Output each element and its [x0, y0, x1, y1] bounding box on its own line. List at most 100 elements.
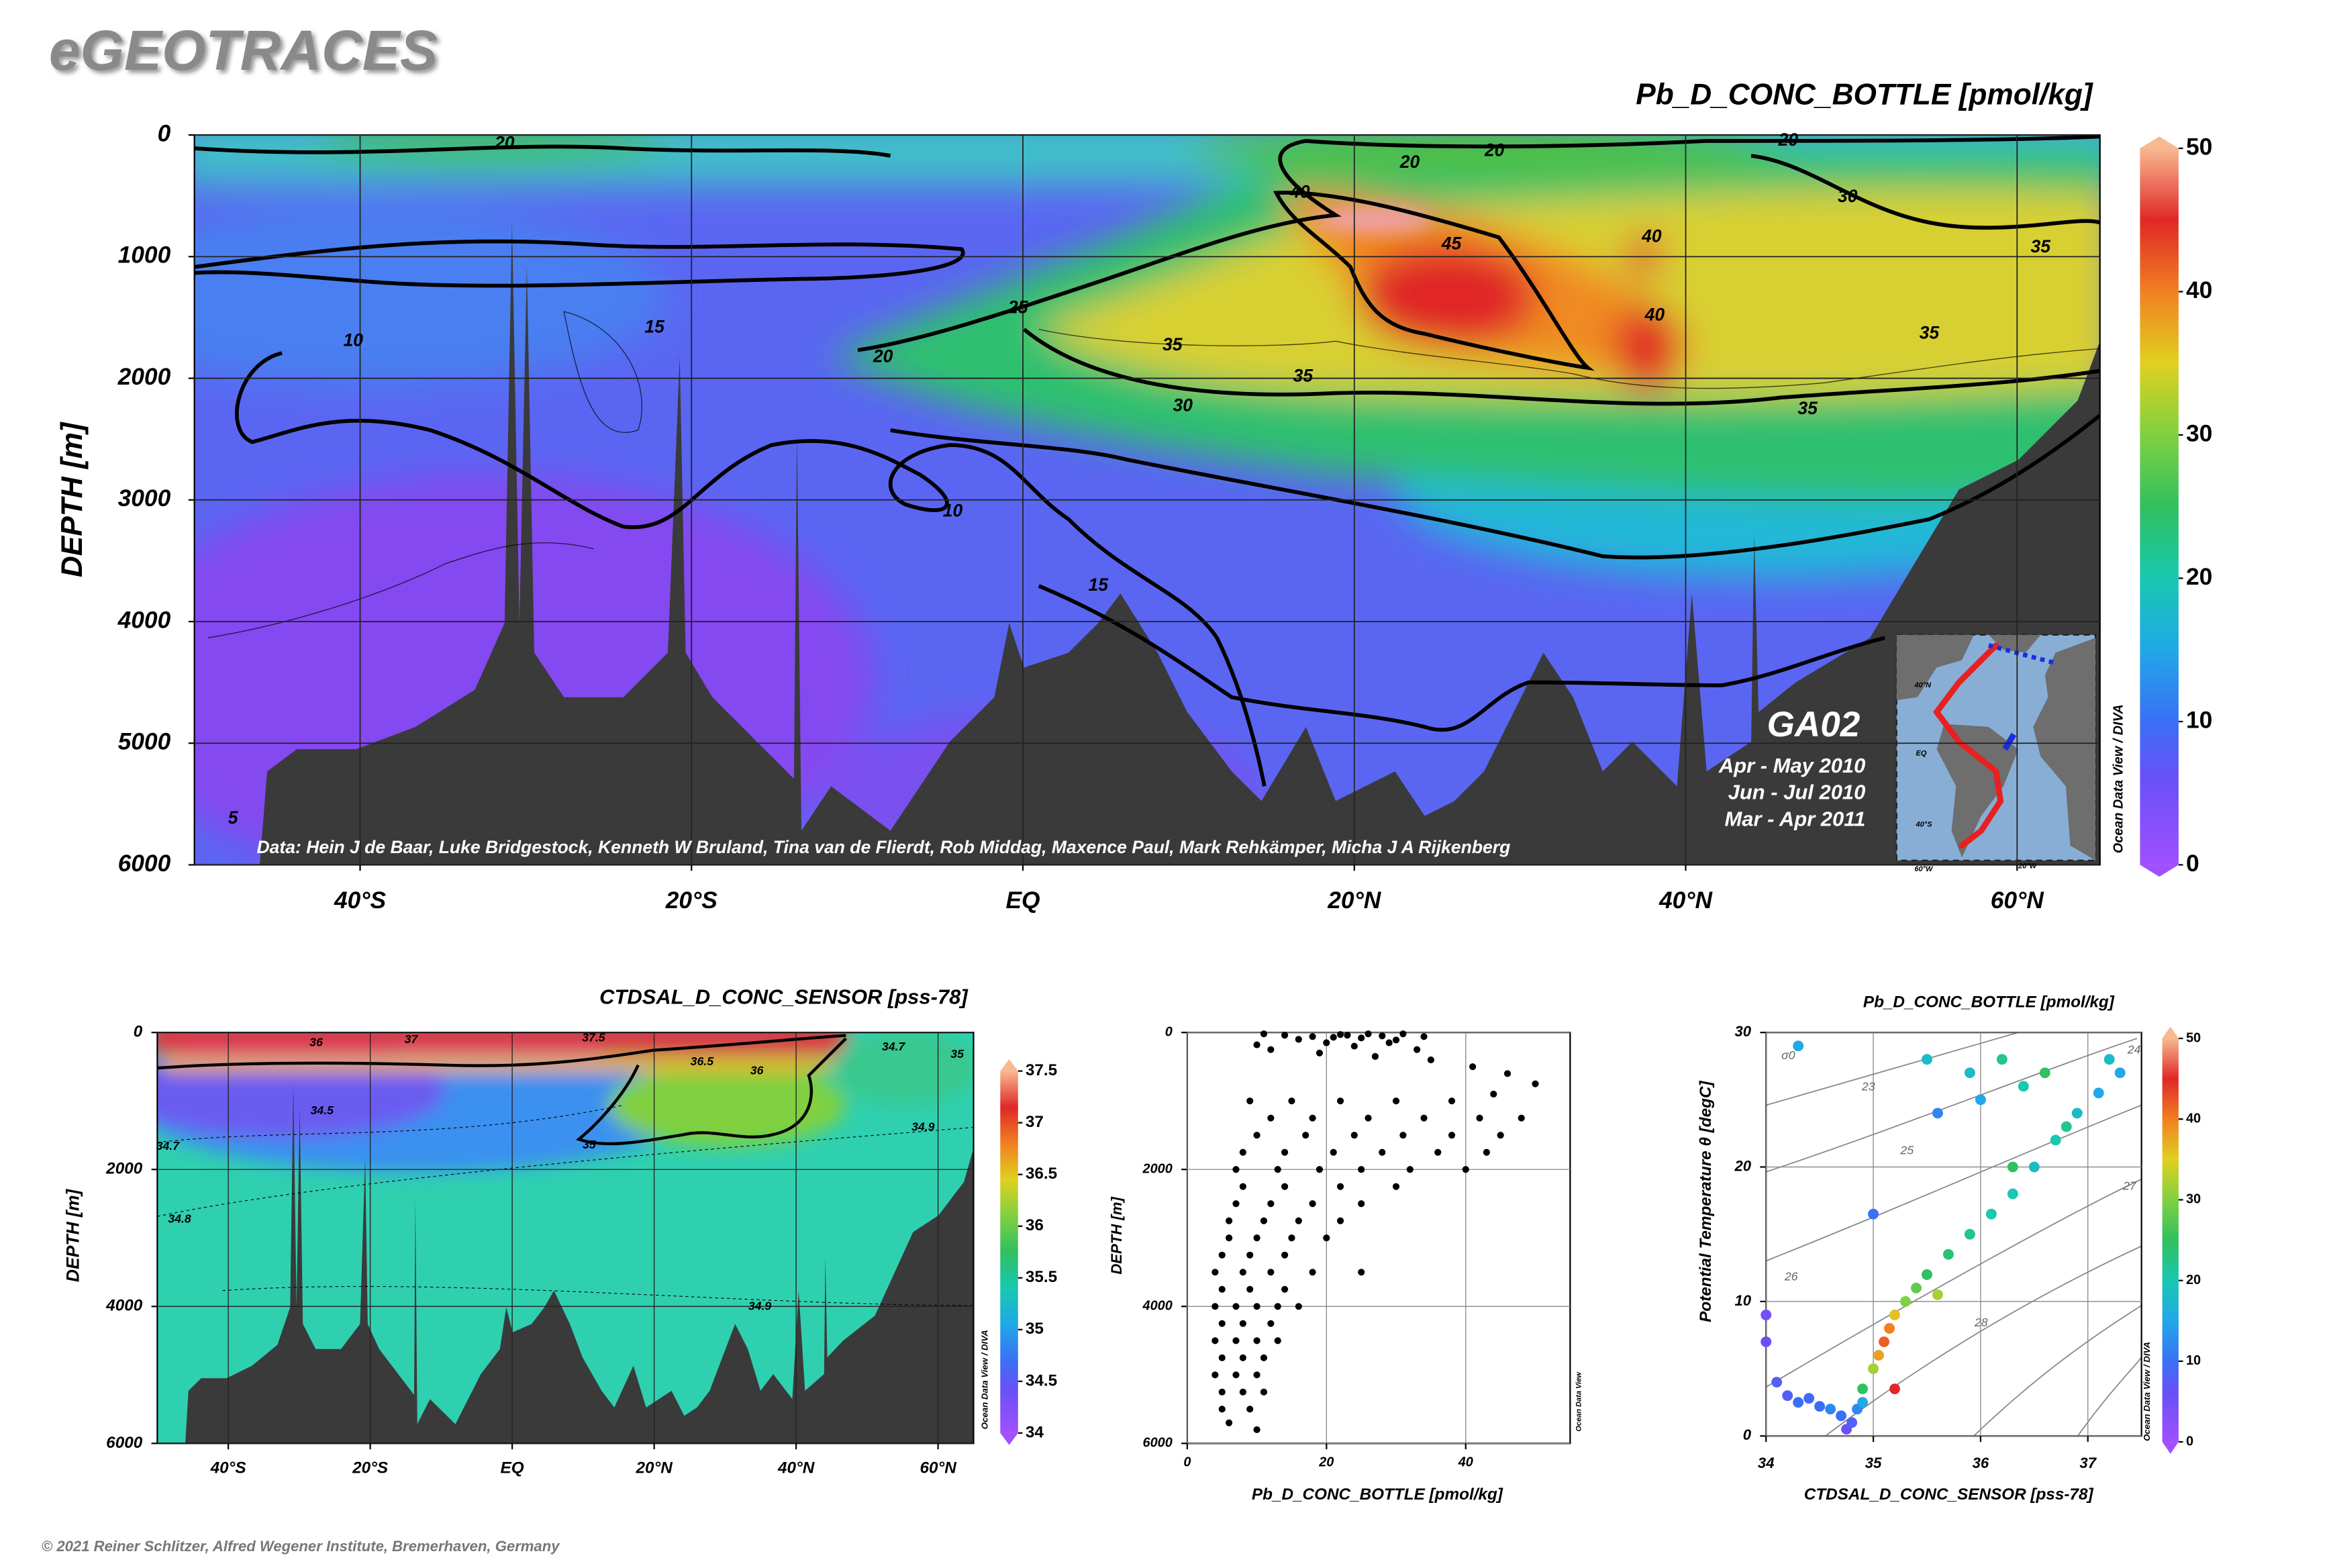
data-point: [1879, 1336, 1889, 1348]
colorbar-label: 20: [2186, 1273, 2201, 1287]
decoration: [157, 1104, 974, 1306]
data-point: [1964, 1067, 1975, 1079]
data-point: [2007, 1188, 2018, 1199]
data-point: [1350, 1042, 1358, 1050]
x-tick-label: 40°N: [1658, 887, 1713, 914]
data-point: [1803, 1393, 1815, 1404]
y-tick-label: 2000: [1142, 1161, 1173, 1176]
data-point: [1274, 1303, 1281, 1310]
data-point: [1288, 1097, 1295, 1105]
data-point: [1932, 1289, 1943, 1300]
colorbar: [1000, 1071, 1018, 1433]
decoration: [608, 1063, 846, 1147]
data-point: [1288, 1234, 1295, 1242]
colorbar-label: 0: [2186, 850, 2199, 877]
data-point: [2093, 1087, 2104, 1099]
data-point: [1246, 1097, 1254, 1105]
data-point: [1469, 1063, 1477, 1071]
data-point: [1309, 1114, 1316, 1122]
data-point: [1814, 1401, 1826, 1412]
x-tick-label: 40°S: [334, 887, 386, 914]
data-point: [1793, 1397, 1804, 1408]
decoration: [163, 1056, 832, 1071]
y-axis-label: DEPTH [m]: [63, 1189, 83, 1283]
colorbar-label: 50: [2186, 134, 2212, 160]
data-point: [1358, 1034, 1365, 1042]
x-tick-label: 0: [1183, 1455, 1191, 1469]
decoration: [1038, 584, 1885, 732]
data-point: [1232, 1303, 1240, 1310]
data-point: [1392, 1036, 1400, 1044]
x-tick-label: 35: [1865, 1455, 1882, 1471]
colorbar-end: [1000, 1059, 1018, 1071]
y-tick-label: 6000: [118, 850, 171, 877]
colorbar-label: 36: [1026, 1216, 1044, 1234]
y-tick-label: 5000: [118, 729, 171, 755]
contour-label: 35: [1920, 322, 1940, 342]
contour-label: 25: [1007, 297, 1029, 317]
map-label: 40°N: [1914, 681, 1932, 689]
data-point: [1414, 1046, 1421, 1053]
data-point: [1330, 1148, 1337, 1156]
plot-frame: [1186, 1032, 1571, 1444]
data-point: [2039, 1067, 2050, 1079]
decoration: [1896, 634, 2096, 861]
data-point: [1253, 1426, 1260, 1434]
data-point: [1365, 1114, 1372, 1122]
data-point: [1218, 1251, 1226, 1259]
contour-label: 45: [1441, 234, 1463, 254]
data-point: [1281, 1032, 1289, 1039]
x-tick-label: EQ: [501, 1459, 524, 1477]
data-point: [1336, 1217, 1344, 1224]
decoration: [157, 1127, 974, 1217]
contour-label: 30: [1838, 186, 1858, 206]
cruise-period: Jun - Jul 2010: [1728, 781, 1866, 804]
contour-label: 5: [228, 807, 239, 828]
data-point: [1932, 1108, 1943, 1119]
data-point: [1239, 1320, 1246, 1327]
data-point: [1350, 1132, 1358, 1139]
y-tick-label: 3000: [118, 485, 171, 511]
x-tick-label: 20°S: [665, 887, 717, 914]
data-point: [2071, 1108, 2083, 1119]
y-tick-label: 0: [1165, 1024, 1173, 1039]
decoration: [157, 1034, 847, 1146]
contour-label: 37.5: [582, 1031, 606, 1044]
data-point: [1295, 1036, 1302, 1043]
data-point: [1911, 1282, 1922, 1293]
data-point: [1267, 1269, 1275, 1276]
x-axis-label: CTDSAL_D_CONC_SENSOR [pss-78]: [1804, 1485, 2094, 1504]
data-point: [1371, 1052, 1379, 1060]
decoration: [1313, 206, 1432, 233]
decoration: [1273, 191, 1595, 371]
decoration: [1932, 642, 2004, 849]
colorbar-label: 35.5: [1026, 1268, 1057, 1286]
x-tick-label: 34: [1758, 1455, 1775, 1471]
data-point: [1211, 1269, 1219, 1276]
contour-label: 35: [1293, 365, 1314, 385]
data-point: [1884, 1323, 1895, 1334]
data-point: [1239, 1354, 1246, 1361]
data-point: [1379, 1032, 1386, 1040]
colorbar-label: 50: [2186, 1030, 2201, 1045]
decoration: [1936, 724, 2019, 858]
data-point: [2018, 1081, 2029, 1092]
data-point: [1218, 1285, 1226, 1293]
y-tick-label: 2000: [117, 364, 171, 390]
data-point: [1260, 1217, 1268, 1224]
decoration: [1358, 244, 1536, 349]
data-point: [1316, 1049, 1324, 1057]
decoration: [1022, 328, 2100, 406]
data-point: [1246, 1251, 1254, 1259]
decoration: [311, 135, 668, 164]
data-point: [1232, 1337, 1240, 1344]
decoration: [575, 1037, 847, 1146]
contour-label: 35: [583, 1138, 597, 1151]
data-point: [2114, 1067, 2126, 1079]
contour-label: 34.5: [311, 1104, 335, 1117]
data-point: [1253, 1337, 1260, 1344]
decoration: [235, 351, 1267, 787]
section-field: [157, 1032, 974, 1444]
x-tick-label: 60°N: [1991, 887, 2044, 914]
decoration: [857, 135, 2100, 352]
